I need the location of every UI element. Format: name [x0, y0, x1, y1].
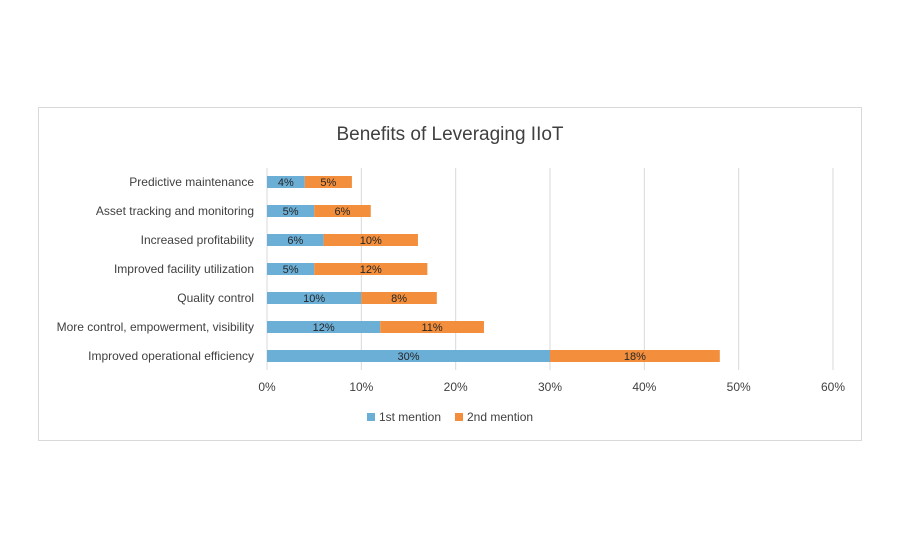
- y-category-label: Predictive maintenance: [129, 175, 254, 189]
- bar-segment-series-1: [267, 350, 550, 362]
- bar-segment-series-1: [267, 292, 362, 304]
- bar-segment-series-1: [267, 205, 315, 217]
- x-tick-label: 10%: [349, 380, 373, 394]
- x-tick-label: 60%: [821, 380, 845, 394]
- bar-segment-series-2: [304, 176, 352, 188]
- bar-segment-series-2: [314, 205, 371, 217]
- x-tick-label: 30%: [538, 380, 562, 394]
- bar-segment-series-2: [550, 350, 720, 362]
- data-label-series-2: 10%: [360, 235, 382, 247]
- y-category-label: Improved operational efficiency: [88, 349, 254, 363]
- y-category-label: Increased profitability: [141, 233, 254, 247]
- chart-title: Benefits of Leveraging IIoT: [336, 124, 564, 145]
- chart-legend: 1st mention 2nd mention: [0, 410, 900, 424]
- legend-label-series-1: 1st mention: [378, 410, 441, 424]
- legend-swatch-series-2: [455, 413, 463, 421]
- x-tick-label: 20%: [444, 380, 468, 394]
- data-label-series-2: 11%: [421, 322, 442, 334]
- data-label-series-2: 12%: [360, 264, 382, 276]
- bar-segment-series-2: [380, 321, 484, 333]
- data-label-series-1: 4%: [278, 177, 294, 189]
- bar-segment-series-1: [267, 263, 315, 275]
- y-category-label: Improved facility utilization: [114, 262, 254, 276]
- data-label-series-2: 18%: [624, 351, 646, 363]
- data-label-series-1: 30%: [397, 351, 419, 363]
- bar-segment-series-2: [361, 292, 437, 304]
- data-label-series-1: 6%: [287, 235, 303, 247]
- chart-frame: [38, 107, 862, 441]
- data-label-series-1: 12%: [313, 322, 335, 334]
- legend-item-series-1: 1st mention: [366, 410, 441, 424]
- data-label-series-1: 5%: [283, 264, 299, 276]
- legend-label-series-2: 2nd mention: [467, 410, 534, 424]
- y-category-label: Asset tracking and monitoring: [96, 204, 254, 218]
- data-label-series-2: 5%: [320, 177, 336, 189]
- data-label-series-1: 5%: [283, 206, 299, 218]
- bar-segment-series-1: [267, 234, 324, 246]
- data-label-series-2: 6%: [335, 206, 351, 218]
- x-tick-label: 50%: [727, 380, 751, 394]
- legend-item-series-2: 2nd mention: [455, 410, 533, 424]
- x-tick-label: 0%: [258, 380, 276, 394]
- bar-segment-series-2: [314, 263, 428, 275]
- bar-segment-series-1: [267, 321, 381, 333]
- x-tick-label: 40%: [632, 380, 656, 394]
- y-category-label: Quality control: [177, 291, 254, 305]
- y-category-label: More control, empowerment, visibility: [57, 320, 254, 334]
- legend-swatch-series-1: [366, 413, 375, 421]
- bar-segment-series-2: [323, 234, 418, 246]
- data-label-series-2: 8%: [391, 293, 407, 305]
- data-label-series-1: 10%: [303, 293, 325, 305]
- bar-segment-series-1: [267, 176, 305, 188]
